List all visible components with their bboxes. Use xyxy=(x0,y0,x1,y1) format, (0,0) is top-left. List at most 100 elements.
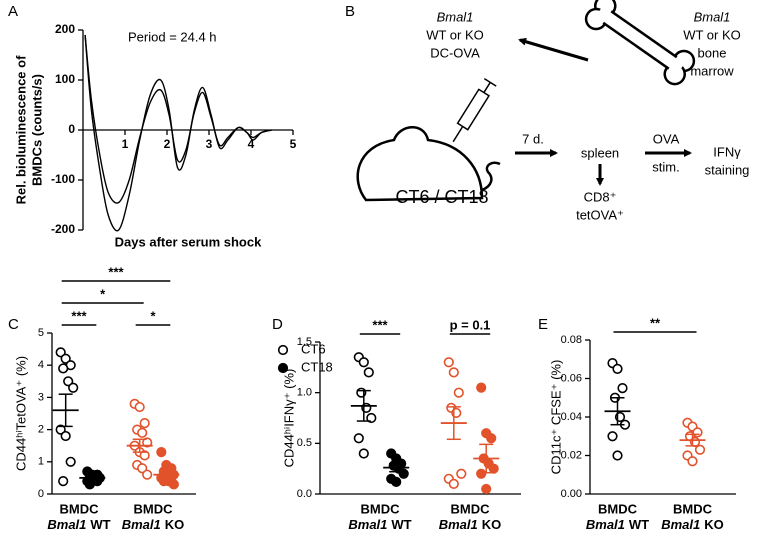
y-tick-label: 0.08 xyxy=(561,334,582,346)
stim-label: stim. xyxy=(652,159,679,174)
arrow xyxy=(518,37,589,62)
panel-letter: A xyxy=(8,3,18,20)
data-point xyxy=(694,444,706,455)
y-tick-label: 3 xyxy=(38,391,44,403)
data-point xyxy=(63,376,74,387)
category-label: Bmal1 KO xyxy=(122,517,185,532)
category-label: Bmal1 WT xyxy=(47,517,110,532)
data-point xyxy=(363,367,374,378)
y-tick-label: 200 xyxy=(55,22,75,36)
bone-label: WT or KO xyxy=(683,27,741,42)
category-label: Bmal1 KO xyxy=(661,517,724,532)
data-point xyxy=(612,450,623,461)
category-label: BMDC xyxy=(134,501,174,516)
y-tick-label: 0.06 xyxy=(561,372,582,384)
x-tick-label: 2 xyxy=(164,137,171,151)
bone-label: marrow xyxy=(690,63,734,78)
data-point xyxy=(65,456,76,467)
y-tick-label: 1.5 xyxy=(297,336,312,348)
tetramer: tetOVA⁺ xyxy=(576,207,624,222)
category-label: BMDC xyxy=(598,501,638,516)
tetramer: CD8⁺ xyxy=(584,189,617,204)
genotype: WT xyxy=(90,517,110,532)
y-tick-label: 4 xyxy=(38,359,44,371)
significance-label: * xyxy=(100,286,106,301)
data-point xyxy=(443,357,454,368)
category-label: Bmal1 WT xyxy=(348,517,411,532)
bone-label: Bmal1 xyxy=(694,9,731,24)
syringe-icon xyxy=(452,78,497,143)
data-point xyxy=(453,387,464,398)
annotation: Period = 24.4 h xyxy=(128,29,217,44)
data-point xyxy=(481,483,492,495)
gene-name: Bmal1 xyxy=(661,517,700,532)
y-tick-label: -100 xyxy=(51,172,75,186)
data-point xyxy=(391,476,402,487)
y-tick-label: 100 xyxy=(55,72,75,86)
significance-label: * xyxy=(150,308,156,323)
data-point xyxy=(366,412,377,424)
significance-label: ** xyxy=(650,315,661,330)
mouse-icon xyxy=(356,126,501,202)
gene-name: Bmal1 xyxy=(586,517,625,532)
data-point xyxy=(68,382,79,393)
mouse-label: CT6 / CT18 xyxy=(395,187,488,207)
bone-icon xyxy=(584,0,696,86)
y-tick-label: 0.0 xyxy=(297,488,312,500)
genotype: KO xyxy=(704,517,724,532)
data-point xyxy=(84,479,95,490)
y-tick-label: 5 xyxy=(38,327,44,339)
data-point xyxy=(139,450,150,461)
data-point xyxy=(353,433,364,444)
genotype: KO xyxy=(482,517,502,532)
data-point xyxy=(448,478,459,489)
dc-label: WT or KO xyxy=(426,27,484,42)
gene-name: Bmal1 xyxy=(439,517,478,532)
data-point xyxy=(476,468,487,479)
y-tick-label: 2 xyxy=(38,424,44,436)
data-point xyxy=(398,468,409,479)
x-tick-label: 5 xyxy=(290,137,297,151)
legend-marker xyxy=(277,362,289,374)
diagram-b: B Bmal1 WT or KO DC-OVA Bmal1 WT or KO b… xyxy=(345,0,749,222)
data-point xyxy=(60,430,71,442)
y-axis-label: CD44ʰⁱTetOVA⁺ (%) xyxy=(13,356,28,471)
category-label: BMDC xyxy=(60,501,100,516)
y-tick-label: 1 xyxy=(38,456,44,468)
data-point xyxy=(687,456,698,467)
y-axis-label: Rel. bioluminescence of xyxy=(13,55,28,204)
data-point xyxy=(612,363,623,374)
category-label: Bmal1 WT xyxy=(586,517,649,532)
data-point xyxy=(168,479,179,490)
y-tick-label: 0.04 xyxy=(561,411,582,423)
data-point xyxy=(617,383,628,394)
panel-letter: C xyxy=(8,316,19,333)
series-line xyxy=(84,34,273,204)
data-point xyxy=(448,367,459,378)
category-label: Bmal1 KO xyxy=(439,517,502,532)
significance-label: *** xyxy=(372,317,388,332)
gene-name: Bmal1 xyxy=(348,517,387,532)
x-axis-label: Days after serum shock xyxy=(115,234,262,249)
data-point xyxy=(488,463,499,474)
data-point xyxy=(134,401,145,413)
bone-label: bone xyxy=(698,45,727,60)
data-point xyxy=(607,431,618,442)
genotype: WT xyxy=(391,517,411,532)
y-tick-label: 0.02 xyxy=(561,449,582,461)
genotype: WT xyxy=(629,517,649,532)
significance-label: *** xyxy=(108,264,124,279)
data-point xyxy=(58,476,69,487)
dc-label: Bmal1 xyxy=(437,9,474,24)
y-tick-label: 0 xyxy=(68,122,75,136)
y-tick-label: 0.5 xyxy=(297,437,312,449)
gene-name: Bmal1 xyxy=(47,517,86,532)
panel-letter: D xyxy=(272,316,283,333)
data-point xyxy=(137,463,148,474)
data-point xyxy=(358,357,369,368)
data-point xyxy=(486,433,497,444)
significance-label: p = 0.1 xyxy=(450,317,491,332)
y-axis-label: BMDCs (counts/s) xyxy=(29,74,44,186)
data-point xyxy=(58,363,69,374)
